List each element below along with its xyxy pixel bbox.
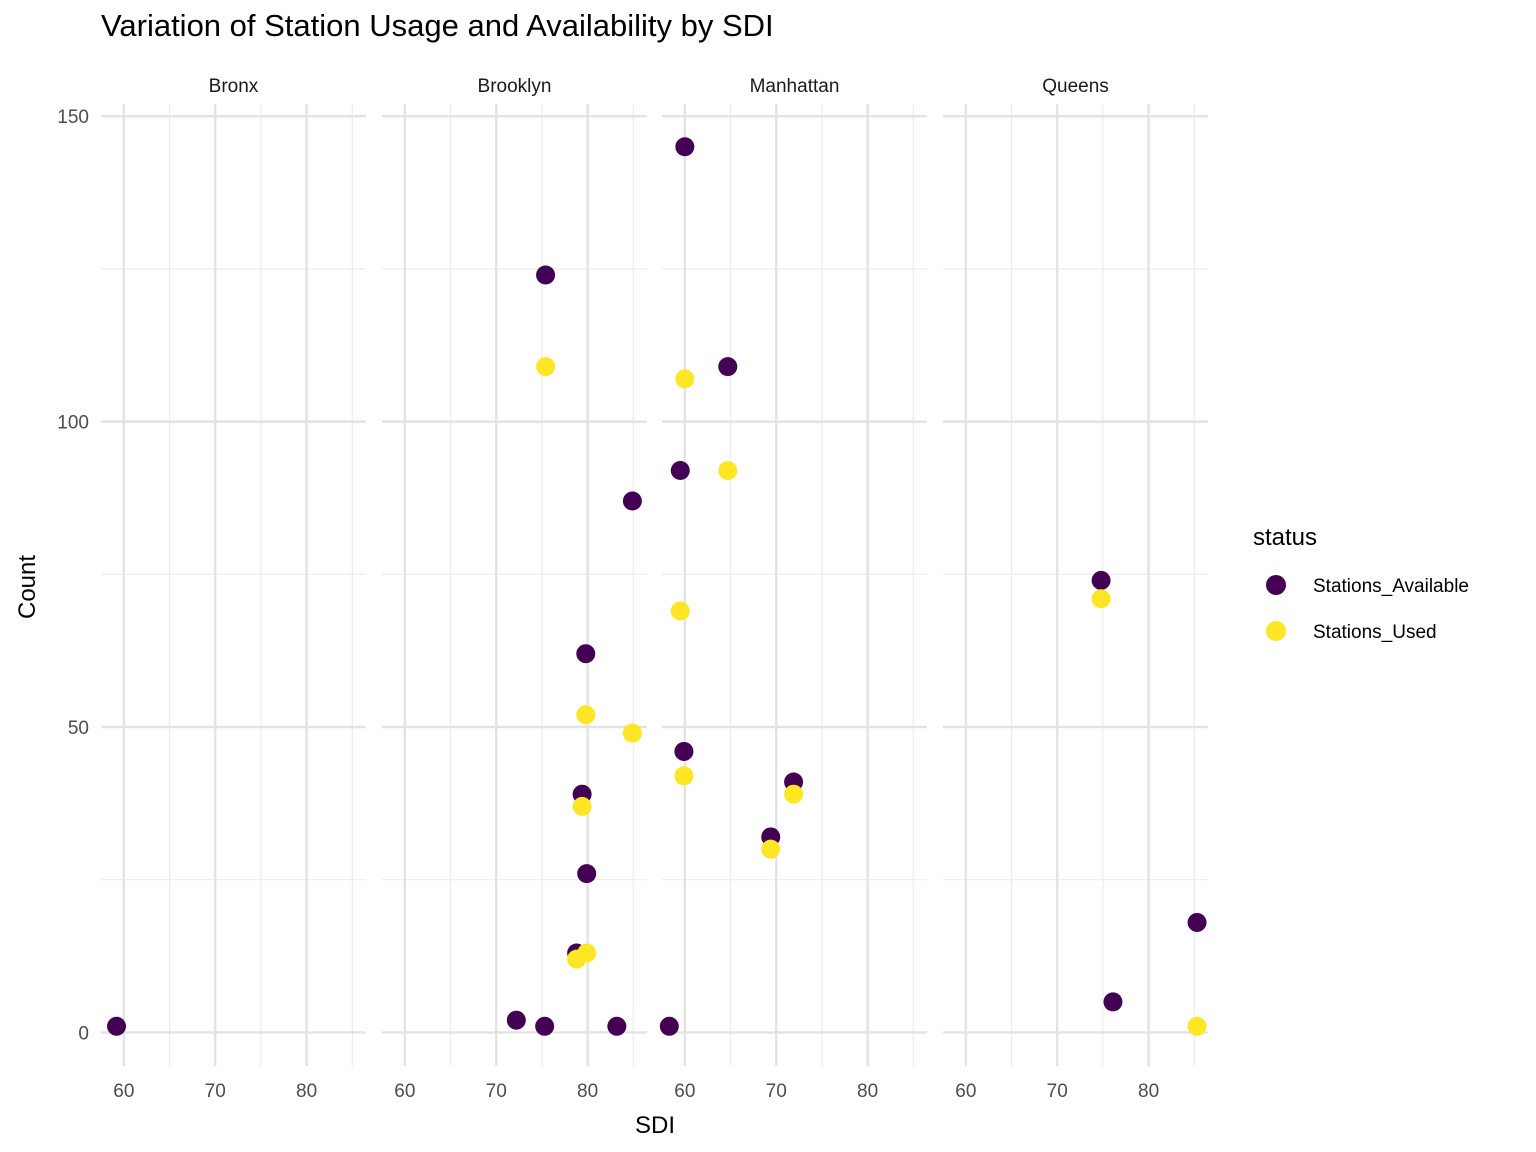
point-stations-used [674, 766, 694, 786]
point-stations-used [1091, 589, 1111, 609]
x-tick-label: 80 [577, 1081, 598, 1102]
y-tick-label: 0 [78, 1023, 89, 1044]
point-stations-used [1187, 1016, 1207, 1036]
point-stations-available [622, 491, 642, 511]
x-tick-label: 60 [674, 1081, 695, 1102]
point-stations-available [1103, 992, 1123, 1012]
facet-label: Brooklyn [478, 76, 552, 97]
x-tick-label: 80 [296, 1081, 317, 1102]
x-tick-label: 70 [205, 1081, 226, 1102]
facet-label: Bronx [209, 76, 259, 97]
point-stations-used [761, 839, 781, 859]
point-stations-used [675, 369, 695, 389]
legend-key-stations-available [1266, 575, 1286, 595]
x-tick-label: 60 [113, 1081, 134, 1102]
y-tick-label: 100 [57, 413, 89, 434]
y-tick-label: 150 [57, 107, 89, 128]
point-stations-available [535, 1016, 555, 1036]
point-stations-available [536, 265, 556, 285]
facet-panels: Bronx 60 70 80 Brooklyn 60 70 80 Manhattan 60 70 80… [101, 76, 1208, 1102]
x-tick-label: 60 [394, 1081, 415, 1102]
point-stations-used [718, 460, 738, 480]
y-tick-label: 50 [68, 718, 89, 739]
x-tick-label: 70 [1047, 1081, 1068, 1102]
legend: status Stations_Available Stations_Used [1253, 524, 1469, 643]
legend-label: Stations_Available [1313, 576, 1469, 597]
point-stations-available [576, 644, 596, 664]
point-stations-available [107, 1016, 127, 1036]
facet-panel-manhattan: Manhattan 60 70 80 [662, 76, 927, 1102]
point-stations-used [576, 705, 596, 725]
x-tick-label: 70 [486, 1081, 507, 1102]
y-axis: 0 50 100 150 [57, 107, 89, 1044]
data-points [107, 137, 1207, 1036]
facet-panel-brooklyn: Brooklyn 60 70 80 [382, 76, 647, 1102]
point-stations-available [1187, 912, 1207, 932]
legend-title: status [1253, 524, 1317, 551]
point-stations-available [675, 137, 695, 157]
point-stations-available [607, 1016, 627, 1036]
point-stations-used [536, 357, 556, 377]
x-tick-label: 80 [857, 1081, 878, 1102]
point-stations-available [1091, 570, 1111, 590]
point-stations-used [670, 601, 690, 621]
legend-key-stations-used [1266, 621, 1286, 641]
x-tick-label: 60 [955, 1081, 976, 1102]
point-stations-used [572, 796, 592, 816]
point-stations-used [622, 723, 642, 743]
y-axis-title: Count [14, 555, 41, 619]
point-stations-available [718, 357, 738, 377]
point-stations-available [674, 741, 694, 761]
point-stations-available [659, 1016, 679, 1036]
point-stations-used [577, 943, 597, 963]
point-stations-available [506, 1010, 526, 1030]
x-tick-label: 80 [1138, 1081, 1159, 1102]
legend-label: Stations_Used [1313, 622, 1437, 643]
facet-panel-bronx: Bronx 60 70 80 [101, 76, 366, 1102]
facet-label: Queens [1042, 76, 1109, 97]
facet-label: Manhattan [750, 76, 840, 97]
point-stations-available [670, 460, 690, 480]
point-stations-available [577, 864, 597, 884]
facet-panel-queens: Queens 60 70 80 [943, 76, 1208, 1102]
x-axis-title: SDI [635, 1112, 675, 1139]
chart-title: Variation of Station Usage and Availabil… [101, 8, 774, 43]
x-tick-label: 70 [766, 1081, 787, 1102]
point-stations-used [784, 784, 804, 804]
